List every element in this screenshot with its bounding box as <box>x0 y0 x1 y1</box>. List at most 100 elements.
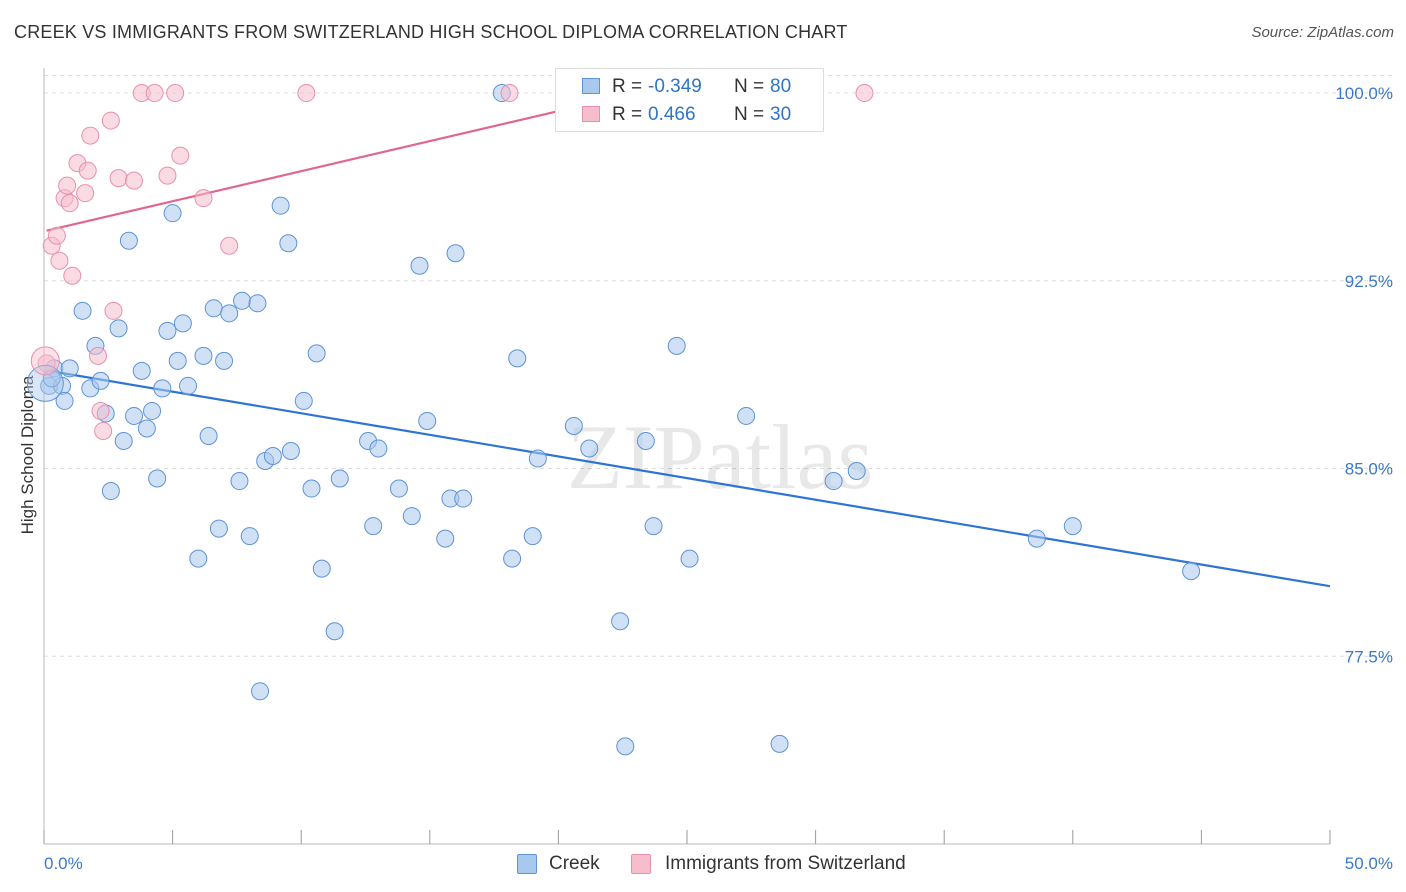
creek-point <box>163 204 182 223</box>
creek-point <box>307 344 326 363</box>
creek-point <box>636 431 655 450</box>
creek-point <box>55 391 74 410</box>
switzerland-point <box>194 189 213 208</box>
creek-point <box>148 469 167 488</box>
switzerland-point <box>855 84 874 103</box>
creek-point <box>508 349 527 368</box>
y-tick-label: 92.5% <box>1345 272 1393 291</box>
creek-point <box>503 549 522 568</box>
creek-point <box>454 489 473 508</box>
creek-point <box>119 231 138 250</box>
switzerland-point <box>50 251 69 270</box>
switzerland-point <box>101 111 120 130</box>
legend-n-label: N = <box>734 104 765 125</box>
creek-point <box>173 314 192 333</box>
creek-point <box>737 406 756 425</box>
creek-point <box>325 622 344 641</box>
creek-point <box>179 376 198 395</box>
switzerland-point <box>37 354 56 373</box>
creek-point <box>523 527 542 546</box>
creek-point <box>215 351 234 370</box>
creek-swatch <box>582 78 600 94</box>
y-tick-label: 85.0% <box>1345 460 1393 479</box>
creek-point <box>158 321 177 340</box>
watermark: ZIPatlas <box>567 406 874 508</box>
legend-r-label: R = <box>612 76 643 97</box>
switzerland-trend-line <box>46 91 636 232</box>
creek-point <box>230 472 249 491</box>
legend-n-value: 80 <box>770 76 792 97</box>
switzerland-swatch <box>582 106 600 122</box>
creek-point <box>1063 517 1082 536</box>
series-legend: Creek Immigrants from Switzerland <box>0 852 1406 878</box>
switzerland-point <box>76 184 95 203</box>
switzerland-point <box>500 84 519 103</box>
creek-point <box>446 244 465 263</box>
switzerland-point <box>109 169 128 188</box>
switzerland-point <box>89 346 108 365</box>
creek-point <box>824 472 843 491</box>
legend-r-label: R = <box>612 104 643 125</box>
creek-point <box>418 411 437 430</box>
creek-point <box>294 391 313 410</box>
creek-point <box>132 361 151 380</box>
creek-point <box>109 319 128 338</box>
creek-point <box>680 549 699 568</box>
creek-point <box>137 419 156 438</box>
y-tick-label: 100.0% <box>1335 84 1393 103</box>
legend-n-value: 30 <box>770 104 792 125</box>
chart-title: CREEK VS IMMIGRANTS FROM SWITZERLAND HIG… <box>14 22 848 42</box>
creek-point <box>580 439 599 458</box>
switzerland-point <box>166 84 185 103</box>
switzerland-point <box>158 166 177 185</box>
creek-point <box>271 196 290 215</box>
switzerland-point <box>94 421 113 440</box>
creek-point <box>220 304 239 323</box>
switzerland-legend-swatch <box>631 854 651 874</box>
creek-legend-label: Creek <box>549 853 600 874</box>
creek-point <box>125 406 144 425</box>
creek-point <box>279 234 298 253</box>
creek-point <box>143 401 162 420</box>
regression-lines <box>46 91 1331 588</box>
creek-point <box>240 527 259 546</box>
creek-point <box>402 507 421 526</box>
creek-point <box>369 439 388 458</box>
creek-point <box>389 479 408 498</box>
legend-row-switzerland: R = 0.466 N = 30 <box>556 100 823 128</box>
legend-n-label: N = <box>734 76 765 97</box>
legend-row-creek: R = -0.349 N = 80 <box>556 72 823 100</box>
switzerland-point <box>47 226 66 245</box>
creek-point <box>263 447 282 465</box>
legend-r-value: -0.349 <box>648 76 702 97</box>
creek-point <box>312 559 331 578</box>
creek-point <box>330 469 349 488</box>
creek-point <box>233 291 252 310</box>
creek-point <box>91 371 110 390</box>
switzerland-point <box>171 146 190 165</box>
chart-source: Source: ZipAtlas.com <box>1251 24 1394 41</box>
creek-point <box>199 426 218 445</box>
creek-point <box>248 294 267 313</box>
switzerland-point <box>78 161 97 180</box>
creek-point <box>644 517 663 536</box>
switzerland-point <box>125 171 144 190</box>
switzerland-point <box>63 266 82 285</box>
creek-point <box>1027 529 1046 548</box>
y-tick-labels: 77.5% 85.0% 92.5% 100.0% <box>1335 84 1393 666</box>
switzerland-point <box>220 236 239 255</box>
legend-r-value: 0.466 <box>648 104 696 125</box>
switzerland-point <box>91 401 110 420</box>
creek-point <box>410 256 429 275</box>
creek-point <box>209 519 228 538</box>
creek-point <box>436 529 455 548</box>
creek-point <box>1182 562 1201 581</box>
switzerland-point <box>60 194 79 213</box>
axes <box>43 68 1331 845</box>
creek-point <box>26 364 64 402</box>
creek-point <box>611 612 630 631</box>
switzerland-legend-label: Immigrants from Switzerland <box>665 853 906 874</box>
switzerland-point <box>81 126 100 145</box>
switzerland-point <box>30 346 60 376</box>
